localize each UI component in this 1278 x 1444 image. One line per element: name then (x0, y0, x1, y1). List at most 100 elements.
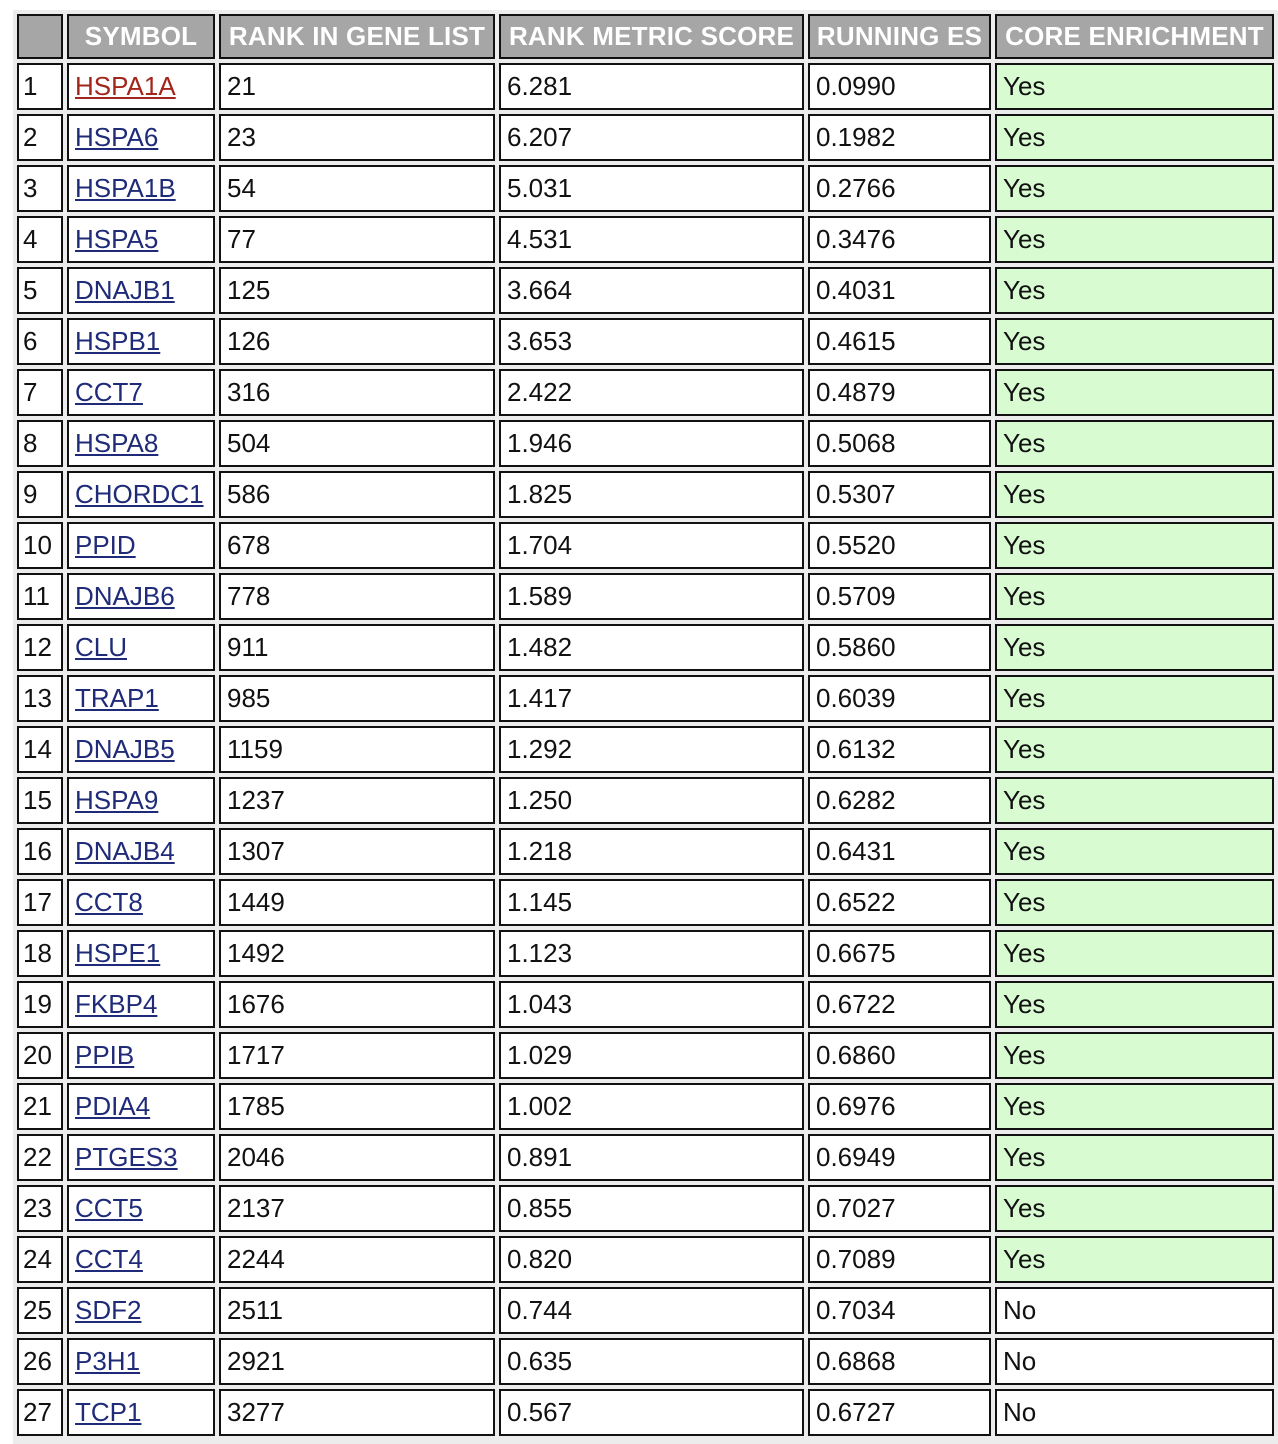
symbol-cell: TCP1 (67, 1389, 215, 1436)
gene-symbol-link[interactable]: FKBP4 (75, 989, 158, 1019)
rank-in-gene-list-cell: 2921 (219, 1338, 495, 1385)
row-index: 20 (17, 1032, 63, 1079)
row-index: 16 (17, 828, 63, 875)
row-index: 10 (17, 522, 63, 569)
running-es-cell: 0.5520 (808, 522, 991, 569)
gene-symbol-link[interactable]: HSPE1 (75, 938, 161, 968)
running-es-cell: 0.6868 (808, 1338, 991, 1385)
gene-symbol-link[interactable]: PTGES3 (75, 1142, 178, 1172)
running-es-cell: 0.6949 (808, 1134, 991, 1181)
gene-symbol-link[interactable]: CCT5 (75, 1193, 143, 1223)
gene-symbol-link[interactable]: PPID (75, 530, 136, 560)
gene-symbol-link[interactable]: CHORDC1 (75, 479, 204, 509)
symbol-cell: HSPA6 (67, 114, 215, 161)
symbol-cell: HSPA9 (67, 777, 215, 824)
gene-symbol-link[interactable]: TRAP1 (75, 683, 159, 713)
running-es-cell: 0.5709 (808, 573, 991, 620)
symbol-cell: DNAJB6 (67, 573, 215, 620)
gene-symbol-link[interactable]: HSPA6 (75, 122, 159, 152)
running-es-cell: 0.6431 (808, 828, 991, 875)
rank-in-gene-list-cell: 2046 (219, 1134, 495, 1181)
table-row: 13 TRAP1 985 1.417 0.6039 Yes (17, 675, 1274, 722)
table-row: 2 HSPA6 23 6.207 0.1982 Yes (17, 114, 1274, 161)
running-es-cell: 0.6675 (808, 930, 991, 977)
symbol-cell: CCT5 (67, 1185, 215, 1232)
rank-in-gene-list-cell: 316 (219, 369, 495, 416)
table-row: 15 HSPA9 1237 1.250 0.6282 Yes (17, 777, 1274, 824)
row-index: 23 (17, 1185, 63, 1232)
rank-in-gene-list-cell: 2137 (219, 1185, 495, 1232)
table-row: 5 DNAJB1 125 3.664 0.4031 Yes (17, 267, 1274, 314)
row-index: 8 (17, 420, 63, 467)
rank-in-gene-list-cell: 2244 (219, 1236, 495, 1283)
gene-symbol-link[interactable]: SDF2 (75, 1295, 142, 1325)
gene-symbol-link[interactable]: DNAJB5 (75, 734, 175, 764)
gene-symbol-link[interactable]: HSPA8 (75, 428, 159, 458)
rank-metric-score-cell: 5.031 (499, 165, 804, 212)
symbol-cell: PTGES3 (67, 1134, 215, 1181)
core-enrichment-cell: Yes (995, 828, 1274, 875)
core-enrichment-cell: Yes (995, 318, 1274, 365)
running-es-cell: 0.6132 (808, 726, 991, 773)
rank-in-gene-list-cell: 1785 (219, 1083, 495, 1130)
gene-symbol-link[interactable]: PPIB (75, 1040, 135, 1070)
rank-metric-score-cell: 1.145 (499, 879, 804, 926)
table-row: 1 HSPA1A 21 6.281 0.0990 Yes (17, 63, 1274, 110)
rank-metric-score-cell: 1.417 (499, 675, 804, 722)
core-enrichment-cell: Yes (995, 1236, 1274, 1283)
gene-symbol-link[interactable]: P3H1 (75, 1346, 141, 1376)
gene-symbol-link[interactable]: HSPB1 (75, 326, 161, 356)
symbol-cell: DNAJB4 (67, 828, 215, 875)
core-enrichment-cell: No (995, 1338, 1274, 1385)
gene-symbol-link[interactable]: HSPA1B (75, 173, 176, 203)
rank-metric-score-cell: 6.281 (499, 63, 804, 110)
gene-symbol-link[interactable]: PDIA4 (75, 1091, 151, 1121)
rank-in-gene-list-cell: 54 (219, 165, 495, 212)
row-index: 22 (17, 1134, 63, 1181)
header-symbol: SYMBOL (67, 14, 215, 59)
running-es-cell: 0.6727 (808, 1389, 991, 1436)
gene-symbol-link[interactable]: HSPA1A (75, 71, 176, 101)
running-es-cell: 0.5860 (808, 624, 991, 671)
running-es-cell: 0.4031 (808, 267, 991, 314)
gene-symbol-link[interactable]: CCT8 (75, 887, 143, 917)
table-row: 20 PPIB 1717 1.029 0.6860 Yes (17, 1032, 1274, 1079)
table-row: 7 CCT7 316 2.422 0.4879 Yes (17, 369, 1274, 416)
running-es-cell: 0.1982 (808, 114, 991, 161)
table-row: 12 CLU 911 1.482 0.5860 Yes (17, 624, 1274, 671)
row-index: 25 (17, 1287, 63, 1334)
rank-metric-score-cell: 0.744 (499, 1287, 804, 1334)
running-es-cell: 0.6039 (808, 675, 991, 722)
table-row: 27 TCP1 3277 0.567 0.6727 No (17, 1389, 1274, 1436)
core-enrichment-cell: Yes (995, 369, 1274, 416)
row-index: 3 (17, 165, 63, 212)
rank-in-gene-list-cell: 1717 (219, 1032, 495, 1079)
running-es-cell: 0.0990 (808, 63, 991, 110)
gene-symbol-link[interactable]: TCP1 (75, 1397, 142, 1427)
header-core-enrichment: CORE ENRICHMENT (995, 14, 1274, 59)
gene-symbol-link[interactable]: DNAJB6 (75, 581, 175, 611)
gene-symbol-link[interactable]: HSPA9 (75, 785, 159, 815)
row-index: 19 (17, 981, 63, 1028)
rank-in-gene-list-cell: 1307 (219, 828, 495, 875)
gene-symbol-link[interactable]: DNAJB4 (75, 836, 175, 866)
table-row: 17 CCT8 1449 1.145 0.6522 Yes (17, 879, 1274, 926)
row-index: 12 (17, 624, 63, 671)
gene-symbol-link[interactable]: CCT7 (75, 377, 143, 407)
symbol-cell: CCT4 (67, 1236, 215, 1283)
running-es-cell: 0.6722 (808, 981, 991, 1028)
gene-symbol-link[interactable]: CCT4 (75, 1244, 143, 1274)
rank-metric-score-cell: 0.635 (499, 1338, 804, 1385)
row-index: 2 (17, 114, 63, 161)
gene-symbol-link[interactable]: CLU (75, 632, 128, 662)
gene-symbol-link[interactable]: DNAJB1 (75, 275, 175, 305)
row-index: 26 (17, 1338, 63, 1385)
rank-in-gene-list-cell: 504 (219, 420, 495, 467)
rank-in-gene-list-cell: 2511 (219, 1287, 495, 1334)
rank-metric-score-cell: 1.250 (499, 777, 804, 824)
header-rank-metric-score: RANK METRIC SCORE (499, 14, 804, 59)
rank-metric-score-cell: 1.482 (499, 624, 804, 671)
rank-metric-score-cell: 4.531 (499, 216, 804, 263)
table-row: 14 DNAJB5 1159 1.292 0.6132 Yes (17, 726, 1274, 773)
gene-symbol-link[interactable]: HSPA5 (75, 224, 159, 254)
